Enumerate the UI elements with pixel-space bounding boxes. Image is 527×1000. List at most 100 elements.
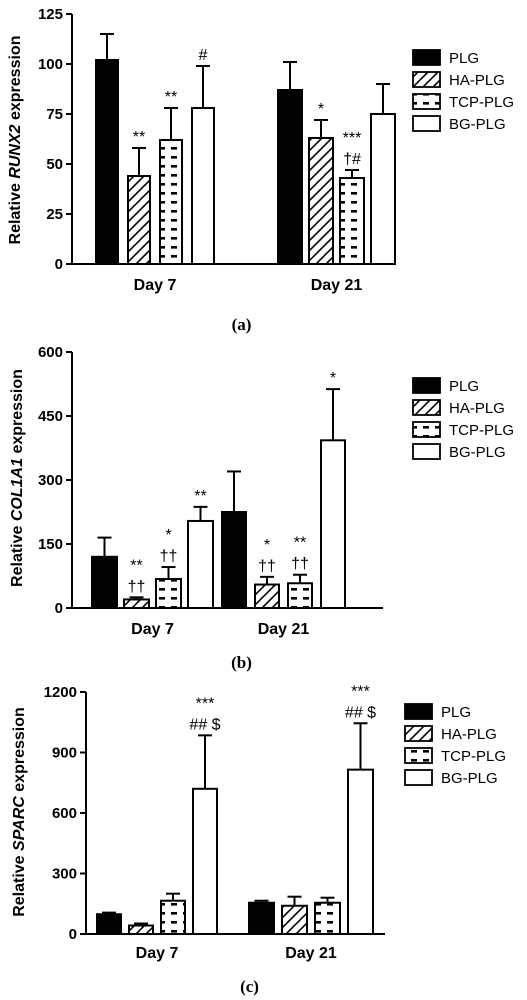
bar-tcp-plg-day-21 <box>314 901 341 935</box>
y-tick-label: 0 <box>55 256 63 273</box>
bar-bg-plg-day-7 <box>187 519 214 610</box>
y-tick-label: 0 <box>69 926 77 943</box>
significance-marker: *** <box>343 130 362 147</box>
significance-marker: * <box>165 527 171 544</box>
legend-label-bg-plg: BG-PLG <box>449 444 506 461</box>
bar-tcp-plg-day-21 <box>339 177 365 265</box>
y-tick-label: 150 <box>38 536 63 553</box>
bar-bg-plg-day-7 <box>191 107 215 265</box>
chart-panel-3: 0 300 600 900 1200 Relative SPARC expression D… <box>11 683 506 996</box>
legend-label-plg: PLG <box>441 704 471 721</box>
y-label-suffix: expression <box>9 369 26 458</box>
bar-ha-plg-day-21 <box>281 904 308 935</box>
x-category-label: Day 7 <box>134 277 177 294</box>
y-tick-label: 100 <box>38 56 63 73</box>
y-tick-label: 50 <box>46 156 63 173</box>
y-label-prefix: Relative <box>9 521 26 587</box>
legend-swatch-bg-plg <box>412 443 441 460</box>
y-tick-label: 300 <box>38 472 63 489</box>
bar-bg-plg-day-7 <box>192 787 218 935</box>
y-tick-label: 900 <box>52 745 77 762</box>
legend-swatch-tcp-plg <box>412 93 441 110</box>
y-tick-label: 1200 <box>44 684 77 701</box>
legend-swatch-plg <box>404 703 433 720</box>
bar-tcp-plg-day-7 <box>159 139 183 265</box>
legend-label-tcp-plg: TCP-PLG <box>449 422 514 439</box>
y-tick-label: 25 <box>46 206 63 223</box>
legend-label-ha-plg: HA-PLG <box>449 72 505 89</box>
bar-ha-plg-day-7 <box>128 924 154 936</box>
bar-bg-plg-day-21 <box>370 113 396 265</box>
y-tick-label: 75 <box>46 106 63 123</box>
bar-plg-day-21 <box>221 511 247 609</box>
y-label-suffix: expression <box>11 707 28 796</box>
panel-label: (b) <box>231 653 252 672</box>
y-label-prefix: Relative <box>11 851 28 917</box>
significance-marker: * <box>264 537 270 554</box>
y-axis-label: Relative RUNX2 expression <box>7 36 24 245</box>
legend-label-ha-plg: HA-PLG <box>441 726 497 743</box>
legend-swatch-tcp-plg <box>404 747 433 764</box>
legend-label-bg-plg: BG-PLG <box>449 116 506 133</box>
significance-marker: # <box>199 47 208 64</box>
y-axis-label: Relative COL1A1 expression <box>9 369 26 587</box>
legend-swatch-plg <box>412 49 441 66</box>
significance-marker: * <box>318 101 324 118</box>
significance-marker: *** <box>196 695 215 712</box>
x-category-label: Day 21 <box>258 621 310 638</box>
x-category-label: Day 21 <box>311 277 363 294</box>
legend-swatch-ha-plg <box>412 71 441 88</box>
y-tick-label: 450 <box>38 408 63 425</box>
chart-panel-1: 0 25 50 75 100 125 Relative RUNX2 expression Da… <box>7 6 514 334</box>
significance-marker: ## $ <box>345 704 376 721</box>
significance-marker: †† <box>291 556 309 573</box>
x-category-label: Day 21 <box>285 945 337 962</box>
bar-ha-plg-day-7 <box>123 598 150 610</box>
panel-label: (a) <box>232 315 252 334</box>
legend-swatch-plg <box>412 377 441 394</box>
legend-swatch-ha-plg <box>404 725 433 742</box>
significance-marker: ** <box>294 535 306 552</box>
bar-bg-plg-day-21 <box>347 768 374 935</box>
x-category-label: Day 7 <box>131 621 174 638</box>
legend-label-plg: PLG <box>449 50 479 67</box>
significance-marker: †# <box>343 151 361 168</box>
y-tick-label: 125 <box>38 6 63 23</box>
bar-ha-plg-day-7 <box>127 175 151 265</box>
significance-marker: * <box>330 370 336 387</box>
legend-swatch-tcp-plg <box>412 421 441 438</box>
legend-swatch-bg-plg <box>412 115 441 132</box>
significance-marker: †† <box>160 548 178 565</box>
y-label-gene: RUNX2 <box>7 124 24 178</box>
y-label-gene: COL1A1 <box>9 458 26 521</box>
bar-plg-day-7 <box>91 555 118 609</box>
bar-ha-plg-day-21 <box>254 583 280 609</box>
legend-label-tcp-plg: TCP-PLG <box>441 748 506 765</box>
bar-bg-plg-day-21 <box>320 439 346 609</box>
panel-label: (c) <box>240 977 259 996</box>
significance-marker: †† <box>128 578 146 595</box>
bar-plg-day-21 <box>248 901 275 935</box>
bar-plg-day-21 <box>277 89 303 265</box>
significance-marker: †† <box>258 558 276 575</box>
legend-label-tcp-plg: TCP-PLG <box>449 94 514 111</box>
legend-label-ha-plg: HA-PLG <box>449 400 505 417</box>
legend-label-plg: PLG <box>449 378 479 395</box>
x-category-label: Day 7 <box>136 945 179 962</box>
significance-marker: ## $ <box>189 716 220 733</box>
bar-tcp-plg-day-7 <box>155 577 182 610</box>
significance-marker: ** <box>130 557 142 574</box>
significance-marker: ** <box>133 129 145 146</box>
y-tick-label: 300 <box>52 866 77 883</box>
y-label-gene: SPARC <box>11 796 28 851</box>
legend-swatch-bg-plg <box>404 769 433 786</box>
legend-swatch-ha-plg <box>412 399 441 416</box>
y-label-suffix: expression <box>7 36 24 125</box>
legend-label-bg-plg: BG-PLG <box>441 770 498 787</box>
y-tick-label: 0 <box>55 600 63 617</box>
significance-marker: ** <box>194 488 206 505</box>
bar-plg-day-7 <box>96 913 122 936</box>
significance-marker: ** <box>165 89 177 106</box>
bar-plg-day-7 <box>95 59 119 265</box>
